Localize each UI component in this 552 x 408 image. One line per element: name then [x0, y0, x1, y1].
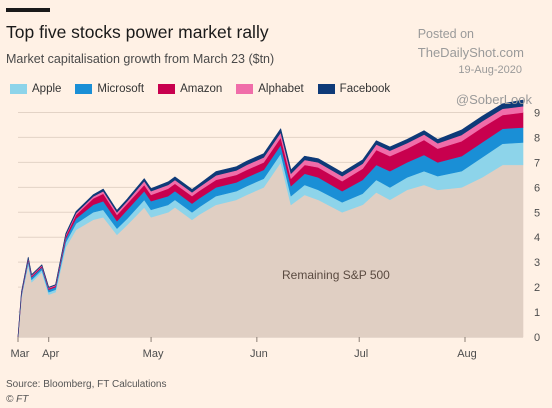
legend-label-apple: Apple [32, 83, 62, 95]
legend-swatch-alphabet [236, 84, 254, 94]
watermark-site: TheDailyShot.com [417, 45, 524, 60]
y-tick-label: 3 [534, 257, 540, 269]
y-tick-label: 2 [534, 282, 540, 294]
x-tick-label: May [143, 348, 164, 360]
y-tick-label: 9 [534, 107, 540, 119]
annotation-remaining: Remaining S&P 500 [282, 268, 390, 282]
watermark-posted: Posted on [417, 27, 474, 41]
legend-swatch-microsoft [75, 84, 93, 94]
chart-legend: Apple Microsoft Amazon Alphabet Facebook [10, 83, 390, 95]
legend-label-microsoft: Microsoft [97, 83, 145, 95]
legend-item-microsoft: Microsoft [75, 83, 144, 95]
y-tick-label: 4 [534, 232, 540, 244]
legend-swatch-apple [10, 84, 27, 94]
chart-subtitle: Market capitalisation growth from March … [6, 52, 275, 66]
chart-title: Top five stocks power market rally [6, 22, 269, 42]
legend-label-facebook: Facebook [339, 83, 391, 95]
y-tick-label: 1 [534, 307, 540, 319]
legend-item-amazon: Amazon [158, 83, 222, 95]
y-tick-label: 6 [534, 182, 540, 194]
y-tick-label: 8 [534, 132, 540, 144]
x-tick-label: Apr [42, 348, 59, 360]
y-tick-label: 5 [534, 207, 540, 219]
y-tick-label: 0 [534, 332, 540, 344]
legend-swatch-facebook [317, 84, 335, 94]
legend-item-apple: Apple [10, 83, 61, 95]
legend-swatch-amazon [158, 84, 176, 94]
area-series-5 [17, 99, 524, 338]
legend-item-facebook: Facebook [317, 83, 391, 95]
copyright-note: © FT [6, 394, 29, 405]
y-tick-label: 7 [534, 157, 540, 169]
x-tick-label: Aug [457, 348, 477, 360]
x-tick-label: Mar [11, 348, 30, 360]
watermark-handle: @SoberLook [455, 92, 532, 107]
legend-item-alphabet: Alphabet [236, 83, 304, 95]
watermark-date: 19-Aug-2020 [458, 64, 522, 76]
x-tick-label: Jul [354, 348, 368, 360]
x-tick-label: Jun [250, 348, 268, 360]
legend-label-alphabet: Alphabet [258, 83, 304, 95]
source-note: Source: Bloomberg, FT Calculations [6, 379, 167, 390]
header-rule [6, 8, 50, 12]
legend-label-amazon: Amazon [180, 83, 223, 95]
